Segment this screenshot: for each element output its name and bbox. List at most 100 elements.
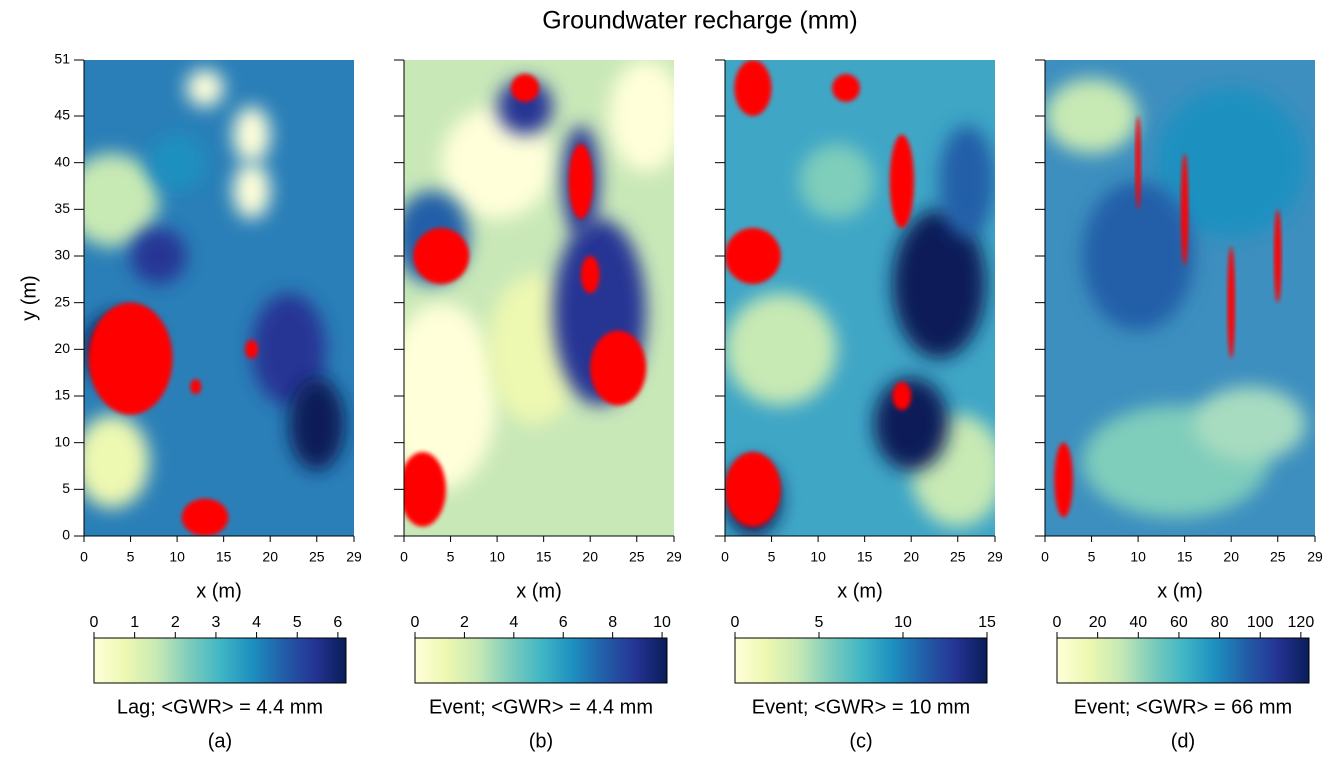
heatmap-field-region <box>497 78 553 135</box>
colorbar <box>1056 637 1310 684</box>
heatmap-field-region <box>892 209 986 359</box>
colorbar-tick-label: 20 <box>1089 614 1107 631</box>
red-region <box>725 452 781 527</box>
colorbar-tick-label: 5 <box>293 614 302 631</box>
colorbar-label: Event; <GWR> = 4.4 mm <box>429 696 653 718</box>
red-region <box>1054 442 1073 518</box>
red-region <box>190 379 202 395</box>
colorbar-tick-label: 0 <box>90 614 99 631</box>
heatmap-field-region <box>1045 78 1139 154</box>
red-region <box>725 228 781 284</box>
red-region <box>404 452 446 527</box>
heatmap-field-region <box>799 144 874 219</box>
colorbar-tick-label: 4 <box>509 614 518 631</box>
colorbar-tick-label: 80 <box>1211 614 1229 631</box>
colorbar-tick-label: 120 <box>1288 614 1315 631</box>
heatmap-field-region <box>251 293 327 406</box>
x-tick-label: 20 <box>1223 549 1239 565</box>
heatmap-field-region <box>232 106 271 163</box>
colorbar-tick-label: 0 <box>1053 614 1062 631</box>
y-tick-label: 5 <box>62 480 70 496</box>
y-tick-label: 51 <box>54 51 70 67</box>
x-tick-label: 15 <box>536 549 552 565</box>
heatmap-panel <box>404 60 674 536</box>
x-tick-label: 5 <box>127 549 135 565</box>
x-tick-label: 20 <box>262 549 278 565</box>
x-tick-label: 10 <box>810 549 826 565</box>
red-region <box>1180 153 1189 266</box>
heatmap-field-region <box>939 125 995 238</box>
colorbar-tick-label: 6 <box>559 614 568 631</box>
colorbar-label: Event; <GWR> = 10 mm <box>752 696 970 718</box>
red-region <box>568 144 593 219</box>
x-tick-label: 15 <box>1177 549 1193 565</box>
heatmap-field-region <box>608 60 674 172</box>
y-tick-label: 25 <box>54 293 70 309</box>
x-tick-label: 20 <box>903 549 919 565</box>
red-region <box>580 255 600 294</box>
heatmap-field-region <box>232 162 271 219</box>
heatmap-field-region <box>1082 181 1194 331</box>
colorbar-tick-label: 4 <box>252 614 261 631</box>
x-tick-label: 25 <box>629 549 645 565</box>
colorbar-tick-label: 60 <box>1170 614 1188 631</box>
x-tick-label: 29 <box>346 549 362 565</box>
colorbar <box>93 637 347 684</box>
heatmap-field-region <box>130 228 187 284</box>
x-tick-label: 0 <box>1041 549 1049 565</box>
colorbar-tick-label: 8 <box>608 614 617 631</box>
colorbar-tick-label: 0 <box>731 614 740 631</box>
x-axis-label: x (m) <box>516 580 562 602</box>
colorbar-tick-label: 40 <box>1129 614 1147 631</box>
colorbar <box>734 637 988 684</box>
heatmap-field-region <box>288 377 345 471</box>
x-axis-label: x (m) <box>196 580 242 602</box>
red-region <box>590 330 647 406</box>
panel-caption: (a) <box>208 730 232 752</box>
colorbar-tick-label: 10 <box>894 614 912 631</box>
x-tick-label: 10 <box>489 549 505 565</box>
x-tick-label: 25 <box>1270 549 1286 565</box>
y-tick-label: 35 <box>54 200 70 216</box>
red-region <box>734 60 772 116</box>
heatmap-field-region <box>441 106 553 219</box>
y-tick-label: 20 <box>54 340 70 356</box>
heatmap-panel <box>725 60 995 536</box>
heatmap-panel <box>84 60 354 536</box>
colorbar-tick-label: 3 <box>211 614 220 631</box>
colorbar-tick-label: 15 <box>978 614 996 631</box>
x-tick-label: 0 <box>721 549 729 565</box>
x-tick-label: 25 <box>309 549 325 565</box>
x-tick-label: 29 <box>1307 549 1323 565</box>
x-tick-label: 10 <box>1130 549 1146 565</box>
x-tick-label: 5 <box>447 549 455 565</box>
x-tick-label: 25 <box>950 549 966 565</box>
x-tick-label: 29 <box>666 549 682 565</box>
colorbar-tick-label: 5 <box>815 614 824 631</box>
colorbar-label: Lag; <GWR> = 4.4 mm <box>117 696 323 718</box>
red-region <box>1135 116 1141 210</box>
panel-caption: (b) <box>529 730 553 752</box>
y-axis-label: y (m) <box>18 275 40 321</box>
x-tick-label: 20 <box>582 549 598 565</box>
heatmap-field-region <box>1193 386 1306 462</box>
colorbar-label: Event; <GWR> = 66 mm <box>1074 696 1292 718</box>
red-region <box>88 302 173 415</box>
red-region <box>413 228 470 284</box>
heatmap-field-region <box>873 377 949 471</box>
x-tick-label: 15 <box>857 549 873 565</box>
x-tick-label: 10 <box>169 549 185 565</box>
x-tick-label: 0 <box>80 549 88 565</box>
x-axis-label: x (m) <box>837 580 883 602</box>
colorbar-tick-label: 100 <box>1247 614 1274 631</box>
red-region <box>889 134 914 228</box>
red-region <box>832 74 860 102</box>
red-region <box>892 382 912 410</box>
x-tick-label: 0 <box>400 549 408 565</box>
heatmap-field-region <box>84 414 150 508</box>
heatmap-field-region <box>149 134 206 191</box>
heatmap-field-region <box>1156 88 1306 238</box>
y-tick-label: 45 <box>54 107 70 123</box>
y-tick-label: 15 <box>54 387 70 403</box>
